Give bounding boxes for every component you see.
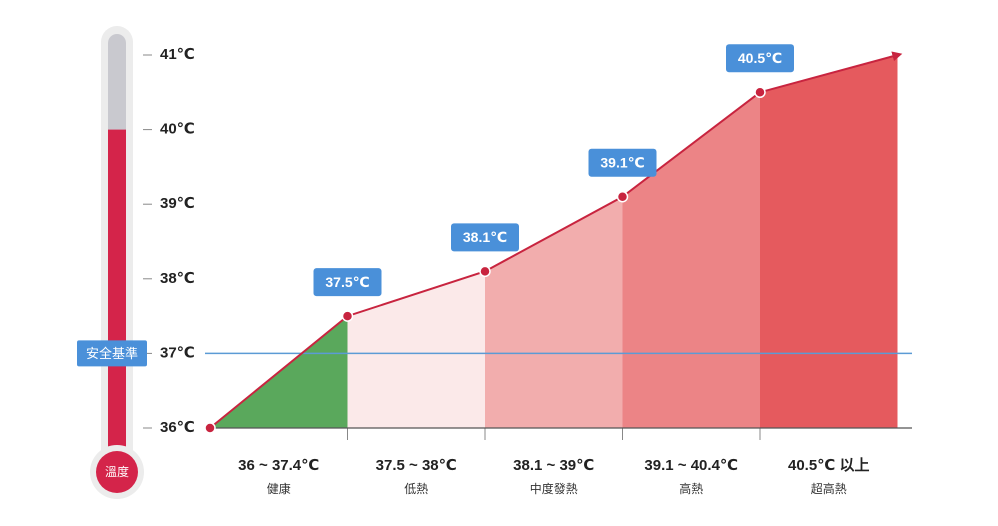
category-label: 37.5 ~ 38℃ xyxy=(376,457,457,474)
area-segment xyxy=(347,271,485,428)
category-label: 36 ~ 37.4℃ xyxy=(238,457,319,474)
category-sublabel: 低熱 xyxy=(404,482,428,496)
y-tick-label: 40℃ xyxy=(160,121,195,138)
category-label: 38.1 ~ 39℃ xyxy=(513,457,594,474)
value-label-box xyxy=(313,268,382,297)
area-segment xyxy=(485,196,623,428)
value-label: 37.5℃ xyxy=(325,274,369,290)
area-segment xyxy=(622,92,760,429)
category-sublabel: 高熱 xyxy=(679,481,703,496)
value-label-box xyxy=(726,44,794,73)
thermometer-bulb xyxy=(96,451,138,493)
y-tick-label: 39℃ xyxy=(160,195,195,212)
value-label: 38.1℃ xyxy=(463,229,507,245)
area-segment xyxy=(760,55,898,428)
category-sublabel: 中度發熱 xyxy=(530,481,578,496)
value-label: 39.1℃ xyxy=(600,154,644,170)
data-point xyxy=(341,310,354,322)
temperature-line xyxy=(209,51,903,429)
y-tick-label: 36℃ xyxy=(160,419,195,436)
category-sublabel: 超高熱 xyxy=(811,481,847,496)
y-tick-label: 37℃ xyxy=(160,344,195,361)
reference-label-box xyxy=(77,340,147,367)
reference-label: 安全基準 xyxy=(86,346,138,361)
category-sublabel: 健康 xyxy=(267,481,291,496)
category-label: 39.1 ~ 40.4℃ xyxy=(644,457,738,474)
value-label: 40.5℃ xyxy=(738,50,782,66)
thermometer-label: 溫度 xyxy=(105,464,129,479)
value-label-box xyxy=(451,223,519,252)
data-point xyxy=(204,422,216,434)
data-point xyxy=(479,265,491,278)
data-point xyxy=(754,86,766,99)
category-label: 40.5℃ 以上 xyxy=(788,457,870,474)
data-point xyxy=(616,190,629,203)
y-tick-label: 41℃ xyxy=(160,46,195,63)
y-tick-label: 38℃ xyxy=(160,270,195,287)
thermometer: 溫度 xyxy=(90,26,144,499)
thermometer-fill xyxy=(108,129,126,460)
value-label-box xyxy=(588,148,657,177)
